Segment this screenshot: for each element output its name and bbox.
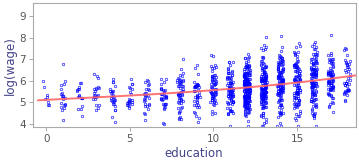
X-axis label: education: education [165, 147, 224, 160]
Y-axis label: log(wage): log(wage) [4, 36, 17, 95]
